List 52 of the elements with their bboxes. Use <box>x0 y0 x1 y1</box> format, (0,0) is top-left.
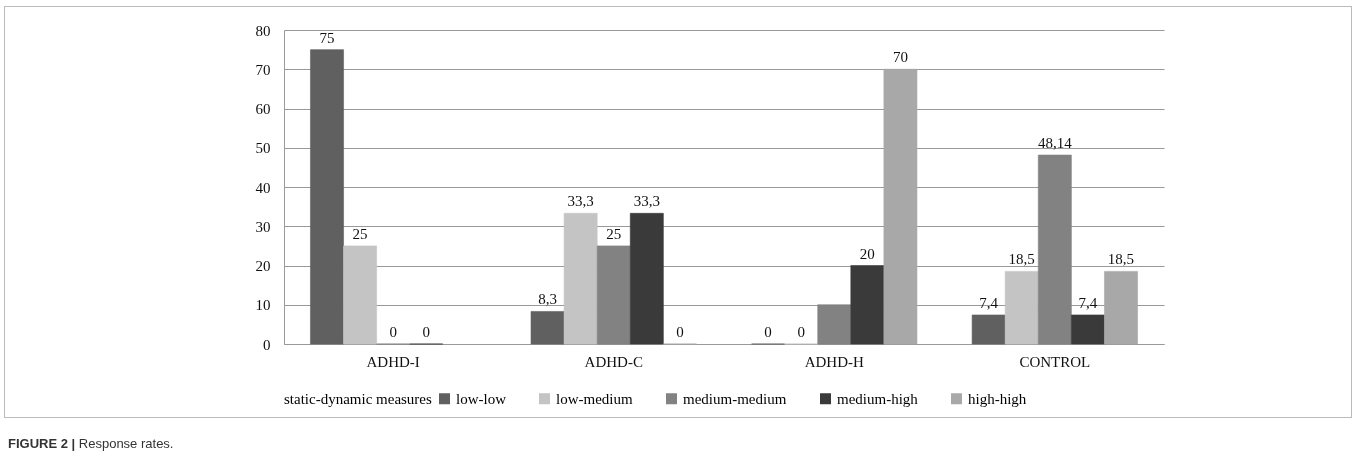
data-label: 25 <box>352 225 368 242</box>
data-label: 20 <box>859 245 875 262</box>
bar <box>1037 154 1072 345</box>
y-tick-label: 10 <box>255 297 271 314</box>
bar <box>1071 314 1105 345</box>
bar <box>1004 271 1039 345</box>
data-label: 7,4 <box>1078 294 1098 311</box>
bar <box>817 304 852 345</box>
bar <box>1104 271 1138 345</box>
data-label: 33,3 <box>567 193 594 210</box>
data-label: 0 <box>764 324 772 340</box>
y-tick-label: 40 <box>255 179 271 196</box>
bar <box>563 213 598 345</box>
data-label: 18,5 <box>1008 251 1035 268</box>
bar <box>883 68 918 345</box>
bar <box>850 265 885 345</box>
legend-label: medium-medium <box>683 390 787 407</box>
x-tick-label: CONTROL <box>1019 353 1091 370</box>
bar <box>596 245 631 345</box>
y-tick-label: 70 <box>255 61 271 78</box>
data-label: 8,3 <box>538 291 557 308</box>
data-label: 0 <box>389 324 397 340</box>
data-label: 25 <box>606 225 622 242</box>
legend-label: low-low <box>456 390 507 407</box>
data-label: 0 <box>422 324 431 340</box>
y-tick-label: 60 <box>255 101 271 117</box>
y-tick-label: 0 <box>263 336 271 353</box>
data-label: 0 <box>676 324 684 340</box>
bar <box>530 311 565 345</box>
data-label: 0 <box>797 324 805 340</box>
bar <box>971 314 1006 345</box>
data-label: 70 <box>892 49 908 66</box>
y-tick-label: 20 <box>255 258 271 274</box>
x-tick-label: ADHD-H <box>804 353 865 370</box>
data-label: 18,5 <box>1107 251 1135 268</box>
legend-label: high-high <box>968 390 1027 407</box>
bar <box>310 49 344 345</box>
bar <box>343 245 377 345</box>
y-tick-label: 30 <box>255 218 271 235</box>
legend-label: medium-high <box>837 390 919 407</box>
caption: FIGURE 2 | Response rates. <box>8 436 175 451</box>
y-tick-label: 50 <box>255 140 271 157</box>
data-label: 7,4 <box>979 294 999 311</box>
data-label: 75 <box>319 29 335 46</box>
y-tick-label: 80 <box>255 22 271 39</box>
data-label: 33,3 <box>633 193 660 210</box>
x-tick-label: ADHD-C <box>584 353 643 370</box>
x-tick-label: ADHD-I <box>366 353 420 370</box>
legend-label: low-medium <box>556 390 633 407</box>
data-label: 48,14 <box>1037 135 1073 152</box>
legend-title: static-dynamic measures <box>284 391 433 407</box>
bar <box>629 213 664 345</box>
